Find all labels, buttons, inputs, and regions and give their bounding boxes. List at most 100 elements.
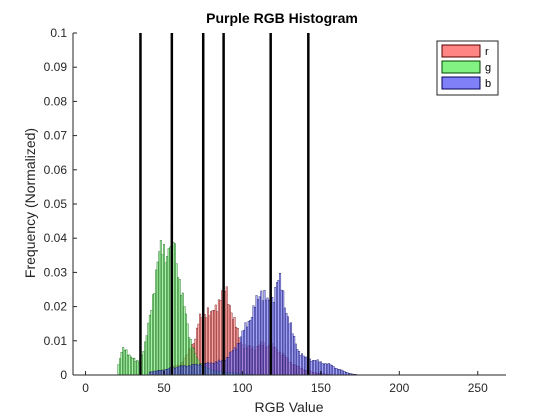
histogram-bar-b xyxy=(213,362,216,376)
histogram-bar-b xyxy=(252,305,255,376)
histogram-bar-g xyxy=(164,262,167,376)
histogram-bar-b xyxy=(156,370,159,376)
histogram-bar-b xyxy=(183,365,186,376)
histogram-bar-g xyxy=(133,357,136,376)
x-tick-label: 200 xyxy=(389,381,409,395)
histogram-bar-g xyxy=(126,354,129,376)
histogram-bar-b xyxy=(318,361,321,376)
histogram-bar-b xyxy=(263,290,266,376)
histogram-bar-b xyxy=(324,363,327,376)
histogram-bar-b xyxy=(321,363,324,376)
histogram-bar-g xyxy=(159,240,162,376)
histogram-bar-b xyxy=(246,326,249,376)
y-tick-label: 0.09 xyxy=(44,60,68,74)
histogram-bar-b xyxy=(329,364,332,376)
histogram-bar-b xyxy=(244,322,247,376)
histogram-bar-b xyxy=(214,361,217,376)
plot-area xyxy=(73,33,506,376)
histogram-bar-g xyxy=(181,292,184,376)
x-tick-label: 0 xyxy=(82,381,89,395)
histogram-bar-g xyxy=(152,294,154,376)
histogram-bar-b xyxy=(291,333,294,376)
histogram-bar-b xyxy=(294,343,297,376)
histogram-bar-g xyxy=(183,306,186,376)
histogram-bar-g xyxy=(136,359,139,376)
y-axis-label: Frequency (Normalized) xyxy=(22,128,38,278)
histogram-bar-g xyxy=(125,349,128,376)
histogram-bar-b xyxy=(282,290,285,376)
histogram-bar-b xyxy=(277,280,280,376)
histogram-bar-b xyxy=(217,359,220,376)
histogram-bar-g xyxy=(122,347,125,376)
histogram-bar-b xyxy=(199,364,202,376)
histogram-bar-b xyxy=(315,360,318,376)
histogram-bar-b xyxy=(332,366,335,376)
histogram-bar-b xyxy=(340,369,343,376)
histogram-bar-b xyxy=(238,343,241,376)
histogram-bar-b xyxy=(280,289,283,376)
histogram-bar-b xyxy=(191,364,194,376)
histogram-bar-b xyxy=(227,357,230,376)
histogram-bar-b xyxy=(285,313,288,376)
histogram-bar-g xyxy=(178,279,181,376)
histogram-bar-b xyxy=(161,369,164,376)
histogram-bar-b xyxy=(228,352,231,376)
histogram-bar-b xyxy=(304,356,307,376)
histogram-bar-b xyxy=(313,360,316,376)
histogram-bar-g xyxy=(119,358,122,376)
histogram-bar-g xyxy=(175,263,178,376)
x-tick-label: 250 xyxy=(468,381,488,395)
histogram-bar-b xyxy=(293,336,296,376)
histogram-bar-b xyxy=(274,287,277,376)
histogram-bar-g xyxy=(184,313,187,376)
histogram-bar-g xyxy=(117,364,120,376)
y-tick-label: 0.01 xyxy=(44,334,68,348)
histogram-bar-g xyxy=(163,244,165,376)
histogram-bar-b xyxy=(239,336,242,376)
histogram-bar-b xyxy=(302,355,305,376)
histogram-bar-b xyxy=(167,368,170,376)
histogram-bar-g xyxy=(167,248,170,376)
y-tick-label: 0.08 xyxy=(44,94,68,108)
histogram-bar-b xyxy=(219,361,222,376)
y-tick-label: 0.02 xyxy=(44,300,68,314)
x-tick-label: 150 xyxy=(311,381,331,395)
histogram-bar-b xyxy=(261,300,264,376)
histogram-bar-b xyxy=(326,364,329,376)
histogram-bar-b xyxy=(241,330,244,376)
legend-swatch-b xyxy=(441,76,481,90)
histogram-bar-b xyxy=(290,322,293,376)
histogram-bar-g xyxy=(144,341,147,376)
histogram-bar-b xyxy=(208,363,211,376)
chart-title: Purple RGB Histogram xyxy=(206,10,358,26)
histogram-bar-b xyxy=(337,369,340,376)
histogram-bar-b xyxy=(316,359,319,376)
histogram-bar-b xyxy=(206,362,209,376)
legend-label-g: g xyxy=(485,62,491,74)
legend-label-b: b xyxy=(485,78,491,90)
legend-swatch-r xyxy=(441,44,481,58)
histogram-bar-b xyxy=(186,366,189,376)
histogram-bar-g xyxy=(156,261,159,376)
histogram-bar-g xyxy=(148,314,151,376)
histogram-bar-b xyxy=(178,366,181,376)
histogram-bar-g xyxy=(158,251,161,376)
y-tick-label: 0.06 xyxy=(44,163,68,177)
legend[interactable]: rgb xyxy=(436,40,499,96)
histogram-bar-b xyxy=(158,370,161,376)
histogram-bar-g xyxy=(130,356,133,376)
histogram-bar-b xyxy=(257,299,260,376)
histogram-bar-g xyxy=(131,357,134,376)
histogram-bar-b xyxy=(189,365,192,376)
histogram-bar-b xyxy=(338,369,341,376)
histogram-bar-g xyxy=(166,256,169,376)
histogram-bar-g xyxy=(147,322,150,376)
histogram-bar-b xyxy=(335,367,338,376)
histogram-bar-b xyxy=(211,363,214,376)
histogram-bar-b xyxy=(266,297,269,376)
histogram-bar-g xyxy=(153,293,156,376)
histogram-bar-b xyxy=(283,307,286,376)
histogram-bar-b xyxy=(249,320,252,376)
y-tick-label: 0.07 xyxy=(44,129,68,143)
